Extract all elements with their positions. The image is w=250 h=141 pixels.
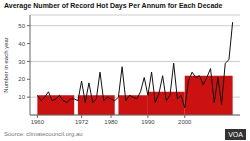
html-text:VOA: VOA [228, 130, 243, 138]
svg-text:1980: 1980 [104, 119, 118, 125]
svg-text:1960: 1960 [31, 119, 45, 125]
svg-text:10: 10 [18, 94, 25, 100]
svg-text:20: 20 [18, 76, 25, 82]
svg-text:30: 30 [18, 59, 25, 65]
svg-text:50: 50 [18, 23, 25, 29]
svg-text:40: 40 [18, 41, 25, 47]
svg-text:1990: 1990 [141, 119, 155, 125]
svg-text:2000: 2000 [178, 119, 192, 125]
html-text:Source: climatecouncil.org.au: Source: climatecouncil.org.au [4, 131, 83, 137]
svg-text:Number in each year: Number in each year [8, 37, 9, 93]
svg-text:1972: 1972 [75, 119, 89, 125]
html-text:Average Number of Record Hot D: Average Number of Record Hot Days Per An… [4, 2, 223, 9]
